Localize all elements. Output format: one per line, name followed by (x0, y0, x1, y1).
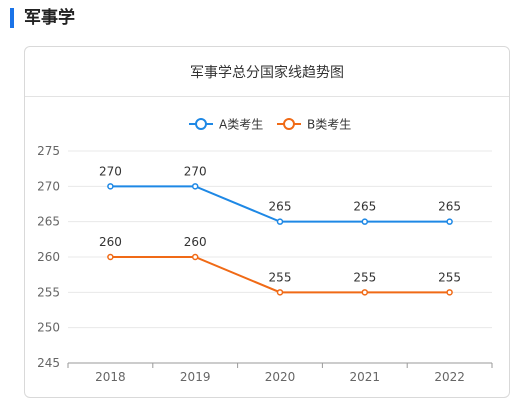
y-tick-label: 265 (37, 215, 60, 229)
data-point[interactable] (361, 218, 369, 225)
data-label: 255 (269, 270, 292, 284)
data-point[interactable] (446, 289, 453, 296)
data-label: 255 (438, 270, 461, 284)
section-accent-bar (10, 8, 14, 28)
data-point[interactable] (107, 183, 114, 190)
y-tick-label: 270 (37, 179, 60, 193)
data-point[interactable] (191, 183, 199, 190)
data-point[interactable] (191, 253, 199, 261)
legend-marker (283, 118, 295, 130)
line-chart: 245 250 255 260 265 270 275 2018 2019 2020 2021 202… (37, 118, 493, 384)
x-tick-label: 2022 (434, 370, 465, 384)
data-label: 265 (353, 200, 376, 214)
data-label: 265 (269, 200, 292, 214)
section-header: 军事学 (0, 0, 522, 36)
y-tick-label: 260 (37, 250, 60, 264)
data-label: 255 (353, 270, 376, 284)
data-point[interactable] (276, 218, 284, 225)
chart-title: 军事学总分国家线趋势图 (25, 47, 509, 97)
chart-card: 军事学总分国家线趋势图 245 250 255 260 265 270 275 2018 201… (24, 46, 510, 398)
x-tick-label: 2020 (265, 370, 296, 384)
x-tick-label: 2021 (350, 370, 381, 384)
legend-marker (195, 118, 207, 130)
data-label: 270 (184, 164, 207, 178)
section-title: 军事学 (24, 8, 75, 28)
data-point[interactable] (107, 253, 114, 261)
data-label: 260 (99, 235, 122, 249)
y-tick-label: 255 (37, 285, 60, 299)
y-tick-label: 250 (37, 321, 60, 335)
data-label: 260 (184, 235, 207, 249)
data-point[interactable] (446, 218, 453, 225)
y-tick-label: 245 (37, 356, 60, 370)
data-label: 270 (99, 164, 122, 178)
x-tick-label: 2018 (95, 370, 126, 384)
legend-label[interactable]: A类考生 (219, 118, 263, 132)
data-label: 265 (438, 200, 461, 214)
data-point[interactable] (361, 289, 369, 296)
y-tick-label: 275 (37, 144, 60, 158)
data-point[interactable] (276, 289, 284, 296)
legend-label[interactable]: B类考生 (307, 118, 351, 132)
x-tick-label: 2019 (180, 370, 211, 384)
